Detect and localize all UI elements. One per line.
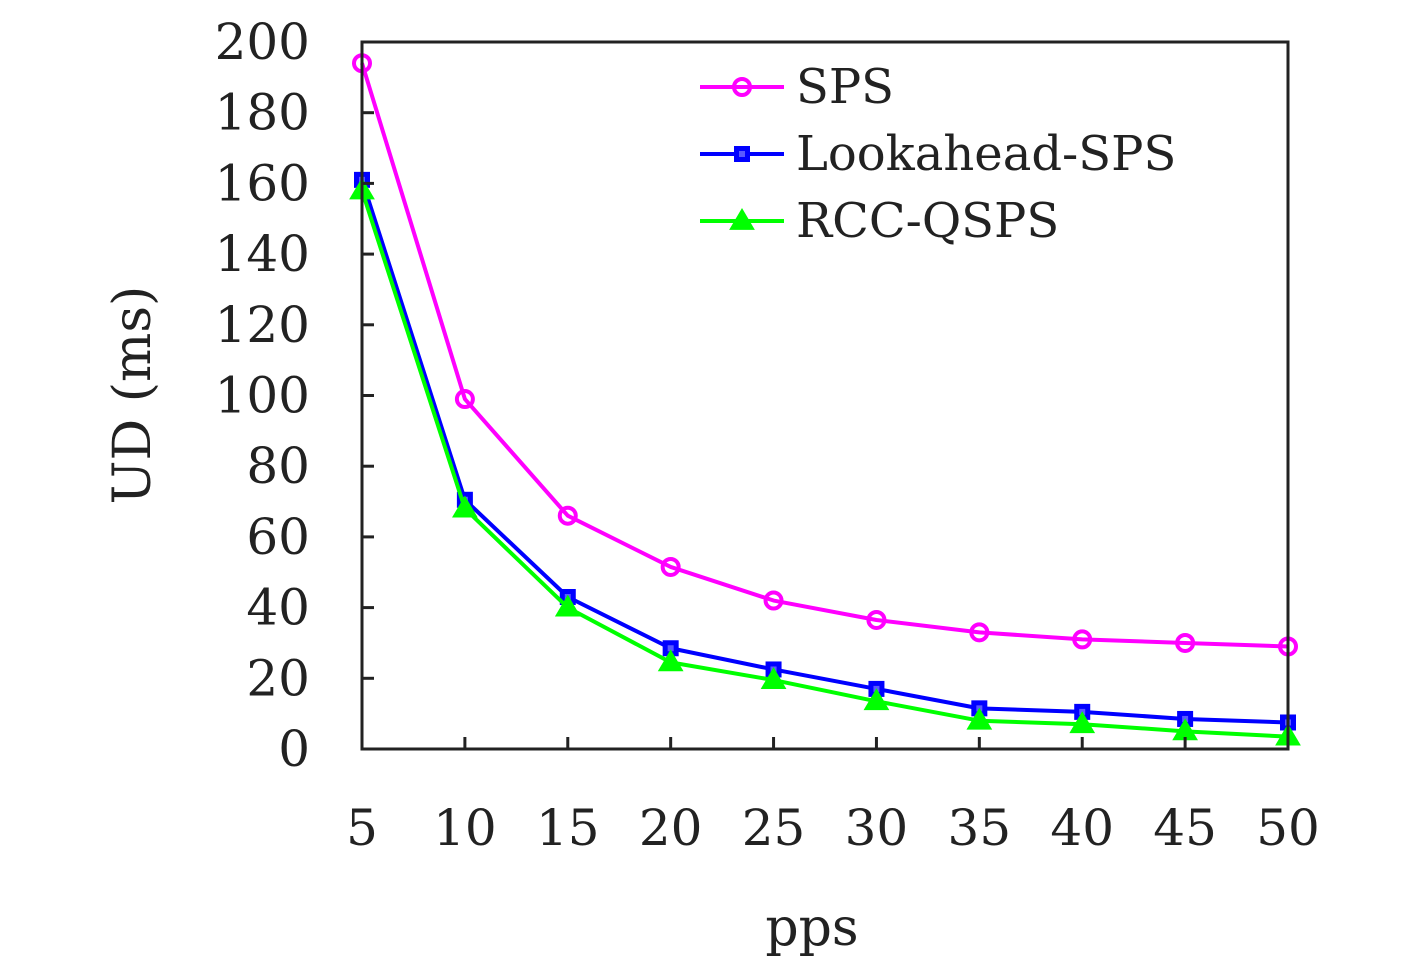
data-point	[763, 590, 784, 611]
x-tick-label: 15	[536, 799, 600, 857]
y-tick-label: 180	[215, 84, 310, 142]
x-tick-label: 40	[1050, 799, 1114, 857]
data-point	[657, 649, 684, 672]
y-tick-label: 60	[246, 508, 310, 566]
legend: SPS Lookahead-SPS RCC-QSPS	[700, 59, 1176, 249]
series-2	[354, 171, 1296, 731]
legend-swatch-marker-highlight	[739, 151, 745, 157]
series-layer	[349, 53, 1301, 746]
legend-swatch-marker	[734, 146, 750, 162]
y-tick-label: 140	[215, 225, 310, 283]
y-tick-label: 80	[246, 437, 310, 495]
data-point	[452, 495, 478, 518]
y-tick-label: 160	[215, 154, 310, 212]
y-axis-title: UD (ms)	[103, 286, 163, 505]
legend-swatch-marker	[732, 77, 752, 97]
legend-entry: RCC-QSPS	[700, 193, 1059, 249]
data-point	[660, 556, 681, 577]
series-3	[349, 177, 1301, 746]
data-point	[1069, 711, 1096, 734]
legend-label: RCC-QSPS	[796, 193, 1059, 249]
x-tick-label: 10	[433, 799, 497, 857]
x-tick-label: 30	[845, 799, 909, 857]
data-point	[966, 707, 993, 730]
y-tick-label: 120	[215, 296, 310, 354]
data-point	[760, 667, 787, 689]
series-line	[360, 179, 1289, 725]
data-point	[1072, 629, 1093, 650]
series-line	[360, 189, 1289, 739]
data-point	[554, 594, 581, 617]
data-point	[969, 622, 990, 643]
legend-swatch-marker	[729, 208, 755, 230]
x-axis-title: pps	[765, 898, 858, 958]
data-point-highlight	[667, 645, 674, 652]
data-point	[557, 505, 578, 526]
y-tick-label: 20	[246, 649, 310, 707]
y-tick-label: 100	[215, 367, 310, 425]
data-point	[1175, 632, 1196, 653]
data-point	[866, 609, 887, 630]
y-tick-label: 200	[215, 13, 310, 71]
x-tick-label: 20	[639, 799, 703, 857]
x-tick-label: 5	[346, 799, 378, 857]
series-line	[360, 62, 1289, 649]
x-tick-label: 45	[1153, 799, 1217, 857]
y-tick-label: 0	[278, 720, 310, 778]
legend-label: Lookahead-SPS	[796, 126, 1176, 182]
legend-entry: Lookahead-SPS	[700, 126, 1176, 182]
legend-entry: SPS	[700, 59, 894, 115]
x-tick-label: 25	[742, 799, 806, 857]
data-point	[863, 688, 890, 711]
x-tick-label: 50	[1256, 799, 1320, 857]
y-tick-label: 40	[246, 579, 310, 637]
legend-label: SPS	[796, 59, 894, 115]
ticks-layer: 5 10 15 20 25 30 35 40 45 50 0 20 40 60 80 100 120 140 160…	[215, 13, 1320, 857]
data-point	[454, 389, 475, 410]
x-tick-label: 35	[948, 799, 1012, 857]
